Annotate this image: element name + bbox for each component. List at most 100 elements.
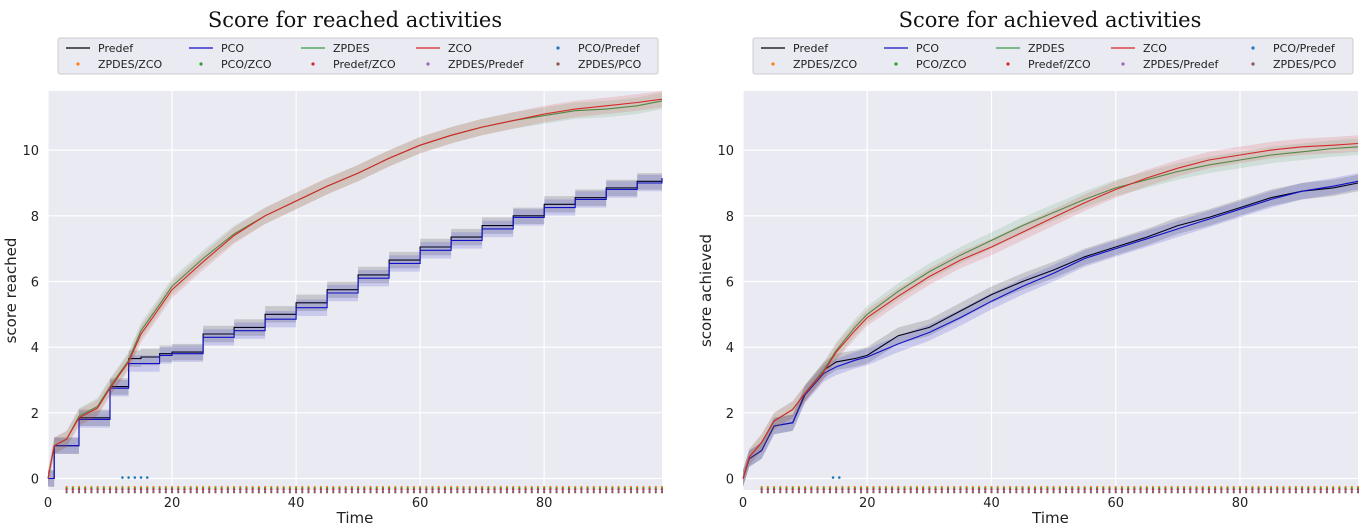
- significance-dot: [617, 491, 620, 494]
- significance-dot: [462, 491, 465, 494]
- significance-dot: [1015, 491, 1018, 494]
- legend-label: Predef/ZCO: [1028, 58, 1091, 71]
- significance-dot: [487, 491, 490, 494]
- significance-dot: [1294, 491, 1297, 494]
- legend-item: PCO/ZCO: [894, 58, 967, 71]
- significance-dot: [909, 491, 912, 494]
- significance-dot: [1033, 491, 1037, 494]
- legend-box: [57, 37, 659, 75]
- legend-label: ZPDES/Predef: [1143, 58, 1220, 71]
- confidence-band-zpdes: [743, 138, 1358, 487]
- y-tick-label: 2: [31, 407, 39, 422]
- significance-dot: [779, 491, 782, 494]
- x-tick-label: 0: [44, 496, 52, 511]
- significance-dot: [1083, 491, 1086, 494]
- significance-dot: [102, 491, 105, 494]
- legend-dot-swatch: [311, 62, 315, 66]
- significance-dot: [940, 491, 943, 494]
- significance-dot: [406, 491, 409, 494]
- significance-dot: [208, 491, 211, 494]
- chart-panel-1: Score for reached activities 0 20 40 60 80 0 2 4…: [2, 8, 664, 527]
- legend-label: PCO/ZCO: [916, 58, 967, 71]
- legend-item: ZPDES/ZCO: [771, 58, 857, 71]
- significance-dot: [1108, 491, 1111, 494]
- confidence-band-predef: [48, 169, 662, 487]
- significance-dot: [1245, 491, 1248, 494]
- legend-label: PCO: [221, 42, 244, 55]
- y-tick-label: 4: [31, 341, 39, 356]
- series-line-zco: [47, 98, 663, 479]
- significance-dot: [1077, 491, 1080, 494]
- y-axis-label: score achieved: [697, 234, 715, 347]
- legend-item: PCO/ZCO: [199, 58, 272, 71]
- chart-title: Score for reached activities: [208, 8, 502, 32]
- significance-dot: [338, 491, 341, 494]
- significance-dot: [65, 491, 68, 494]
- significance-dot: [400, 491, 403, 494]
- significance-markers: [760, 476, 1360, 494]
- significance-dot: [90, 491, 93, 494]
- significance-dot: [549, 491, 552, 494]
- x-tick-label: 60: [1107, 496, 1124, 511]
- significance-dot: [922, 491, 925, 494]
- significance-dot: [965, 491, 968, 494]
- legend-dot-swatch: [894, 62, 898, 66]
- significance-dot: [1127, 491, 1130, 494]
- significance-dot: [785, 491, 788, 494]
- legend-label: ZCO: [1143, 42, 1167, 55]
- significance-dot: [468, 491, 471, 494]
- significance-dot: [654, 491, 657, 494]
- legend-dot-swatch: [556, 62, 560, 66]
- significance-dot: [580, 491, 583, 494]
- significance-dot: [878, 491, 881, 494]
- legend-label: ZPDES/ZCO: [98, 58, 162, 71]
- legend-item: PCO: [884, 42, 939, 55]
- x-axis-label: Time: [336, 509, 374, 527]
- significance-dot: [158, 491, 161, 494]
- x-tick-label: 80: [536, 496, 553, 511]
- significance-dot: [313, 491, 316, 494]
- significance-dot: [412, 491, 416, 494]
- series-line-zco: [742, 142, 1359, 479]
- significance-dot: [605, 491, 608, 494]
- significance-dot: [84, 491, 87, 494]
- significance-dot: [915, 491, 919, 494]
- significance-dot: [1164, 491, 1167, 494]
- legend-label: ZCO: [448, 42, 472, 55]
- significance-dot: [1207, 491, 1211, 494]
- significance-dot: [766, 491, 769, 494]
- significance-dot: [307, 491, 310, 494]
- significance-dot: [574, 491, 577, 494]
- significance-dot: [884, 491, 887, 494]
- significance-dot: [381, 491, 385, 494]
- significance-dot: [660, 491, 664, 494]
- y-tick-label: 10: [717, 144, 734, 159]
- legend-label: Predef/ZCO: [333, 58, 396, 71]
- x-tick-label: 0: [739, 496, 747, 511]
- significance-dot: [121, 491, 124, 494]
- significance-dot: [561, 491, 564, 494]
- significance-dot: [536, 491, 540, 494]
- significance-dot: [1052, 491, 1055, 494]
- significance-dot: [890, 491, 894, 494]
- significance-dot: [450, 491, 453, 494]
- significance-dot: [1046, 491, 1049, 494]
- significance-dot: [263, 491, 267, 494]
- legend-box: [752, 37, 1354, 75]
- y-tick-label: 8: [31, 210, 39, 225]
- significance-dot: [164, 491, 167, 494]
- significance-dot: [115, 491, 118, 494]
- x-tick-label: 20: [859, 496, 876, 511]
- legend-item: PCO: [189, 42, 244, 55]
- significance-dot: [1071, 491, 1074, 494]
- significance-dot: [350, 491, 353, 494]
- significance-dot: [388, 491, 391, 494]
- legend-label: ZPDES: [333, 42, 370, 55]
- significance-dot: [1158, 491, 1161, 494]
- chart-title: Score for achieved activities: [899, 8, 1202, 32]
- significance-dot: [897, 491, 900, 494]
- significance-dot: [555, 491, 558, 494]
- significance-dot: [332, 491, 335, 494]
- significance-dot: [1064, 491, 1068, 494]
